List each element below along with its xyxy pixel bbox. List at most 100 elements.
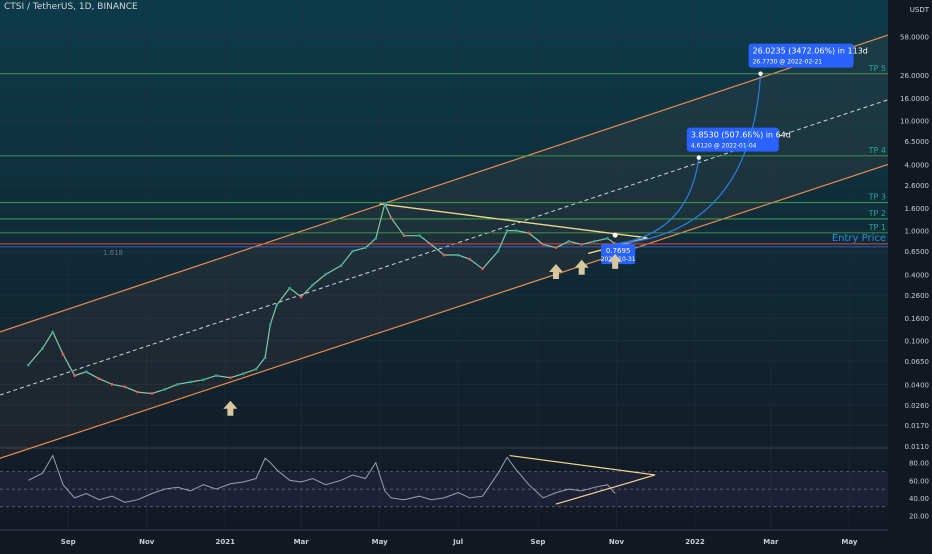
wedge-top-line	[379, 203, 648, 239]
y-tick-label: 4.0000	[905, 161, 930, 169]
price-point	[97, 377, 101, 381]
current-price-tag	[601, 244, 636, 265]
price-point	[254, 367, 258, 371]
price-point	[73, 374, 77, 378]
y-tick-label: 0.2600	[905, 292, 930, 300]
price-point	[402, 234, 406, 238]
x-tick-label: Sep	[531, 538, 546, 546]
support-arrow	[223, 400, 238, 416]
y-tick-label: 1.6000	[905, 205, 930, 213]
channel-lower-line	[0, 163, 889, 459]
y-tick-label: 0.0110	[905, 443, 930, 451]
y-tick-label: 16.0000	[900, 95, 929, 103]
price-point	[541, 242, 545, 246]
price-point	[364, 246, 367, 250]
price-point	[389, 216, 393, 220]
price-point	[41, 346, 44, 350]
support-arrow	[574, 259, 589, 275]
rsi-tick-label: 60.00	[909, 477, 929, 485]
price-point	[496, 249, 500, 253]
rsi-tick-label: 20.00	[909, 513, 929, 521]
price-point	[442, 253, 446, 257]
y-tick-label: 26.0000	[900, 72, 929, 80]
price-point	[26, 363, 30, 367]
channel-upper-line	[0, 34, 889, 333]
price-point	[324, 272, 327, 276]
level-label: TP 4	[868, 146, 886, 155]
price-point	[61, 352, 65, 356]
projection-detail: 26.7730 @ 2022-02-21	[753, 59, 823, 66]
level-label: TP 3	[868, 193, 886, 202]
price-point	[505, 229, 509, 233]
price-point	[468, 257, 472, 261]
price-point	[429, 242, 433, 246]
price-point	[275, 303, 279, 307]
y-tick-label: 0.4000	[905, 271, 930, 279]
price-point	[228, 376, 232, 380]
price-point	[214, 374, 218, 378]
y-tick-label: 0.0170	[905, 422, 930, 430]
price-point	[339, 264, 343, 268]
price-point	[299, 295, 303, 299]
current-price-value: 0.7695	[606, 247, 631, 255]
price-point	[374, 236, 378, 240]
price-line	[27, 202, 616, 395]
price-point	[554, 246, 558, 250]
level-label: TP 1	[868, 223, 886, 232]
x-tick-label: Jul	[452, 538, 463, 546]
price-point	[580, 242, 584, 246]
fib-annotation: 1.618	[103, 249, 123, 257]
price-point	[481, 267, 485, 271]
projection-detail: 4.6120 @ 2022-01-04	[691, 143, 757, 150]
rsi-line	[28, 454, 616, 503]
price-point	[268, 323, 272, 326]
price-point	[176, 382, 180, 386]
rsi-wedge-top	[509, 454, 656, 476]
level-label: TP 2	[868, 209, 886, 218]
price-point	[351, 249, 355, 253]
level-label: Entry Price	[832, 233, 886, 244]
y-tick-label: 10.0000	[900, 118, 929, 126]
price-point	[189, 380, 192, 384]
y-tick-label: 0.0650	[905, 358, 930, 366]
price-point	[514, 229, 518, 233]
projection-summary: 3.8530 (507.68%) in 64d	[691, 131, 791, 140]
support-arrow	[608, 253, 623, 269]
price-point	[527, 231, 531, 235]
price-point	[311, 283, 315, 287]
currency-label: USDT	[910, 6, 930, 14]
price-point	[84, 370, 88, 374]
x-tick-label: Nov	[139, 538, 155, 546]
y-tick-label: 0.1000	[905, 338, 930, 346]
y-tick-label: 0.6500	[905, 248, 930, 256]
x-tick-label: 2022	[685, 538, 705, 546]
price-point	[163, 387, 167, 391]
x-tick-label: Mar	[763, 538, 779, 546]
price-point	[456, 253, 460, 257]
support-arrow	[548, 264, 563, 280]
y-tick-label: 0.1600	[905, 315, 930, 323]
price-point	[288, 286, 291, 290]
projection-curve	[615, 73, 762, 245]
price-point	[136, 390, 140, 394]
x-tick-label: 2021	[215, 538, 235, 546]
level-label: TP 5	[868, 64, 886, 73]
y-tick-label: 0.0400	[905, 381, 930, 389]
price-point	[201, 378, 205, 382]
y-tick-label: 1.0000	[905, 228, 930, 236]
y-tick-label: 58.0000	[900, 34, 929, 42]
price-point	[567, 239, 571, 243]
projection-endpoint	[696, 155, 702, 160]
price-point	[606, 236, 609, 240]
projection-summary: 26.0235 (3472.06%) in 113d	[753, 47, 868, 56]
price-point	[593, 239, 596, 243]
price-point	[263, 356, 267, 360]
x-tick-label: Nov	[609, 538, 625, 546]
price-point	[241, 372, 245, 376]
x-tick-label: Sep	[61, 538, 76, 546]
price-point	[110, 382, 114, 386]
projection-endpoint	[758, 71, 763, 76]
projection-label-box	[686, 127, 779, 152]
